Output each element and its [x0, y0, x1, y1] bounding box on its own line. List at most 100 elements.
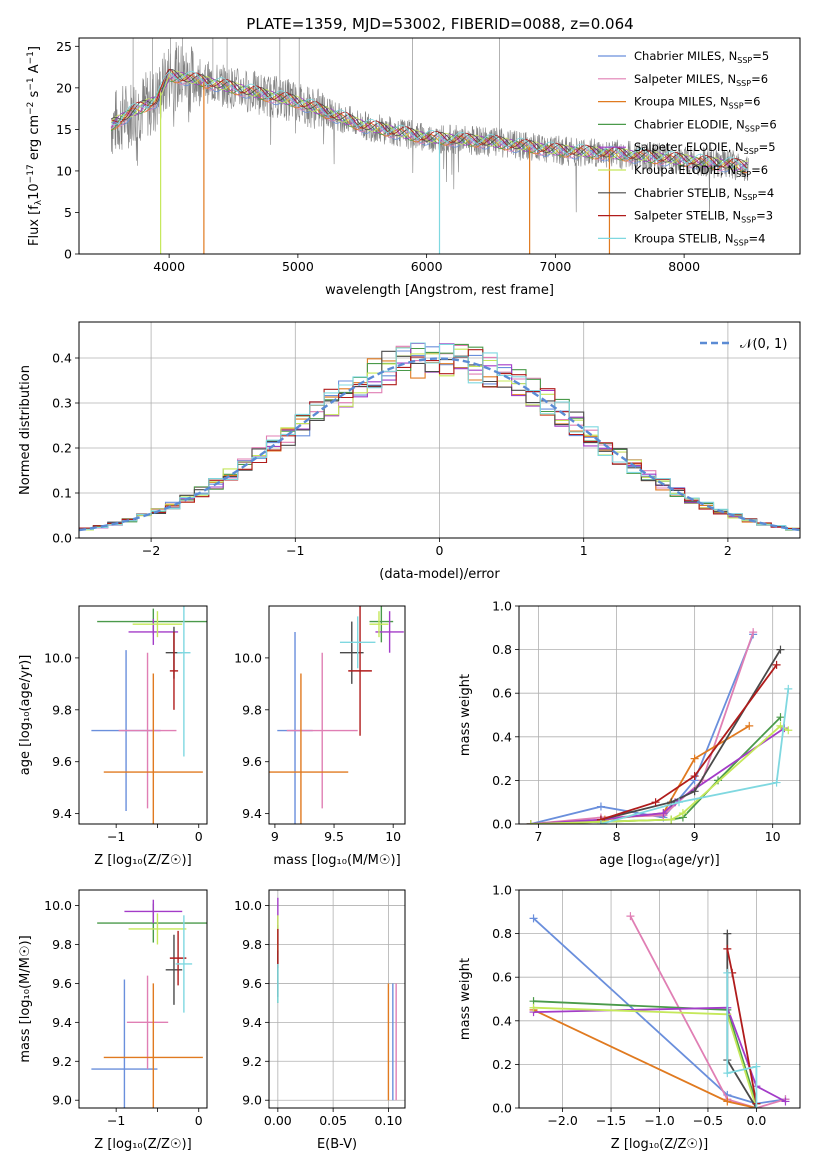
- y-axis-label: Flux [fλ10−17 erg cm−2 s−1 A−1]: [26, 46, 44, 246]
- series-marker: [752, 1062, 761, 1071]
- series-marker: [526, 820, 535, 824]
- y-tick-label: 0.2: [52, 441, 72, 456]
- histogram-step: [79, 342, 800, 531]
- y-tick-label: 0.8: [492, 926, 512, 941]
- ticks: 9 9.5 10 9.4 9.6 9.8 10.0: [234, 650, 401, 844]
- legend-entry: Salpeter STELIB, NSSP=3: [634, 209, 773, 225]
- errorbar-point: [128, 913, 187, 945]
- errorbar-point: [348, 606, 372, 736]
- panels: 4000 5000 6000 7000 80000510152025wavelength…: [18, 37, 801, 1152]
- ticks: 0.00 0.05 0.10 9.0 9.2 9.4 9.6 9.8 10.0: [234, 898, 402, 1128]
- x-tick-label: 4000: [153, 259, 185, 274]
- plot-area: [277, 897, 397, 1101]
- series-line: [533, 1006, 786, 1103]
- y-tick-label: 9.8: [242, 702, 262, 717]
- y-tick-label: 9.2: [242, 1054, 262, 1069]
- series-marker: [529, 914, 538, 923]
- errorbar-point: [91, 979, 158, 1108]
- errorbar-point: [177, 606, 191, 757]
- x-tick-label: 9: [271, 829, 279, 844]
- errorbar-point: [165, 934, 183, 1005]
- x-tick-label: 10: [765, 829, 781, 844]
- series-line: [530, 724, 789, 824]
- y-axis-label: mass [log₁₀(M/M☉)]: [18, 935, 33, 1062]
- errorbar-point: [169, 631, 179, 710]
- grid: [519, 605, 800, 825]
- legend-entry: Chabrier STELIB, NSSP=4: [634, 186, 774, 202]
- y-tick-label: 9.8: [242, 937, 262, 952]
- series-marker: [667, 815, 676, 824]
- plot-area: [110, 38, 749, 254]
- errorbar-point: [126, 975, 169, 1070]
- errorbar-point: [118, 652, 177, 809]
- y-tick-label: 9.4: [52, 806, 72, 821]
- x-tick-label: 7: [535, 829, 543, 844]
- x-tick-label: 2: [724, 543, 732, 558]
- x-tick-label: 0.10: [374, 1113, 402, 1128]
- series-marker: [784, 684, 793, 693]
- legend: Chabrier MILES, NSSP=5 Salpeter MILES, NS…: [598, 49, 777, 247]
- panel-mass-vs-ebv: 0.00 0.05 0.10 9.0 9.2 9.4 9.6 9.8 10.0 E(B-V): [234, 889, 406, 1152]
- panel-mass-weight-vs-Z: −2.0 −1.5 −1.0 −0.5 0.0 0.0 0.2 0.4 0.6 0.8 1.0 Z […: [458, 883, 801, 1152]
- errorbar-point: [369, 611, 389, 638]
- x-tick-label: −0.5: [693, 1113, 723, 1128]
- model-line: [111, 70, 748, 170]
- panel-mass-weight-vs-age: 7 8 9 10 0.0 0.2 0.4 0.6 0.8 1.0 age [log₁₀(age/yr…: [458, 599, 801, 868]
- legend-entry: Salpeter ELODIE, NSSP=5: [634, 140, 776, 156]
- y-tick-label: 0: [64, 247, 72, 262]
- y-tick-label: 0.1: [52, 486, 72, 501]
- series-line: [600, 649, 782, 821]
- axes-frame: [78, 37, 801, 255]
- errorbar-point: [286, 652, 358, 809]
- series-marker: [596, 820, 605, 824]
- errorbar-point: [128, 618, 179, 645]
- y-tick-label: 25: [56, 39, 72, 54]
- y-tick-label: 5: [64, 205, 72, 220]
- series-marker: [529, 1003, 538, 1012]
- y-tick-label: 0.0: [52, 531, 72, 546]
- panel-spectrum: 4000 5000 6000 7000 8000 0 5 10 15 20 25 wavelength…: [26, 37, 801, 298]
- series-line: [600, 688, 790, 824]
- y-tick-label: 1.0: [492, 883, 512, 898]
- series-marker: [723, 929, 732, 938]
- ticks: 7 8 9 10 0.0 0.2 0.4 0.6 0.8 1.0: [492, 599, 781, 845]
- series-marker: [723, 1097, 732, 1106]
- errorbar-point: [132, 611, 183, 638]
- series-marker: [659, 809, 668, 818]
- ticks: −1 0 9.4 9.6 9.8 10.0: [44, 650, 203, 844]
- y-tick-label: 9.8: [52, 702, 72, 717]
- series-marker: [772, 660, 781, 669]
- y-tick-label: 0.4: [492, 1013, 512, 1028]
- y-tick-label: 1.0: [492, 599, 512, 614]
- x-tick-label: −1.0: [644, 1113, 674, 1128]
- x-axis-label: (data-model)/error: [379, 567, 500, 582]
- series-line: [530, 631, 755, 824]
- series-marker: [723, 944, 732, 953]
- errorbar-point: [103, 983, 203, 1108]
- legend-entry: Chabrier ELODIE, NSSP=6: [634, 117, 777, 133]
- legend-entry: 𝒩(0, 1): [740, 337, 787, 352]
- axes-frame: [78, 605, 208, 825]
- series-marker: [772, 778, 781, 787]
- x-tick-label: 9: [691, 829, 699, 844]
- series-line: [532, 917, 786, 1105]
- model-line: [110, 68, 749, 169]
- axes-frame: [518, 889, 801, 1109]
- errorbar-point: [124, 899, 183, 924]
- y-tick-label: 0.6: [492, 970, 512, 985]
- axes-frame: [78, 321, 801, 539]
- y-tick-label: 0.2: [492, 1057, 512, 1072]
- x-axis-label: Z [log₁₀(Z/Z☉)]: [611, 1137, 708, 1152]
- x-tick-label: 5000: [282, 259, 314, 274]
- y-tick-label: 10.0: [44, 898, 72, 913]
- series-marker: [784, 726, 793, 735]
- y-tick-label: 9.6: [52, 754, 72, 769]
- errorbar-point: [375, 611, 404, 653]
- model-line: [110, 71, 748, 171]
- legend-entry: Kroupa ELODIE, NSSP=6: [634, 163, 768, 179]
- axes-frame: [268, 889, 406, 1109]
- plot-area: [526, 628, 793, 824]
- x-tick-label: 1: [580, 543, 588, 558]
- x-tick-label: −1: [286, 543, 304, 558]
- y-axis-label: age [log₁₀(age/yr)]: [18, 655, 33, 776]
